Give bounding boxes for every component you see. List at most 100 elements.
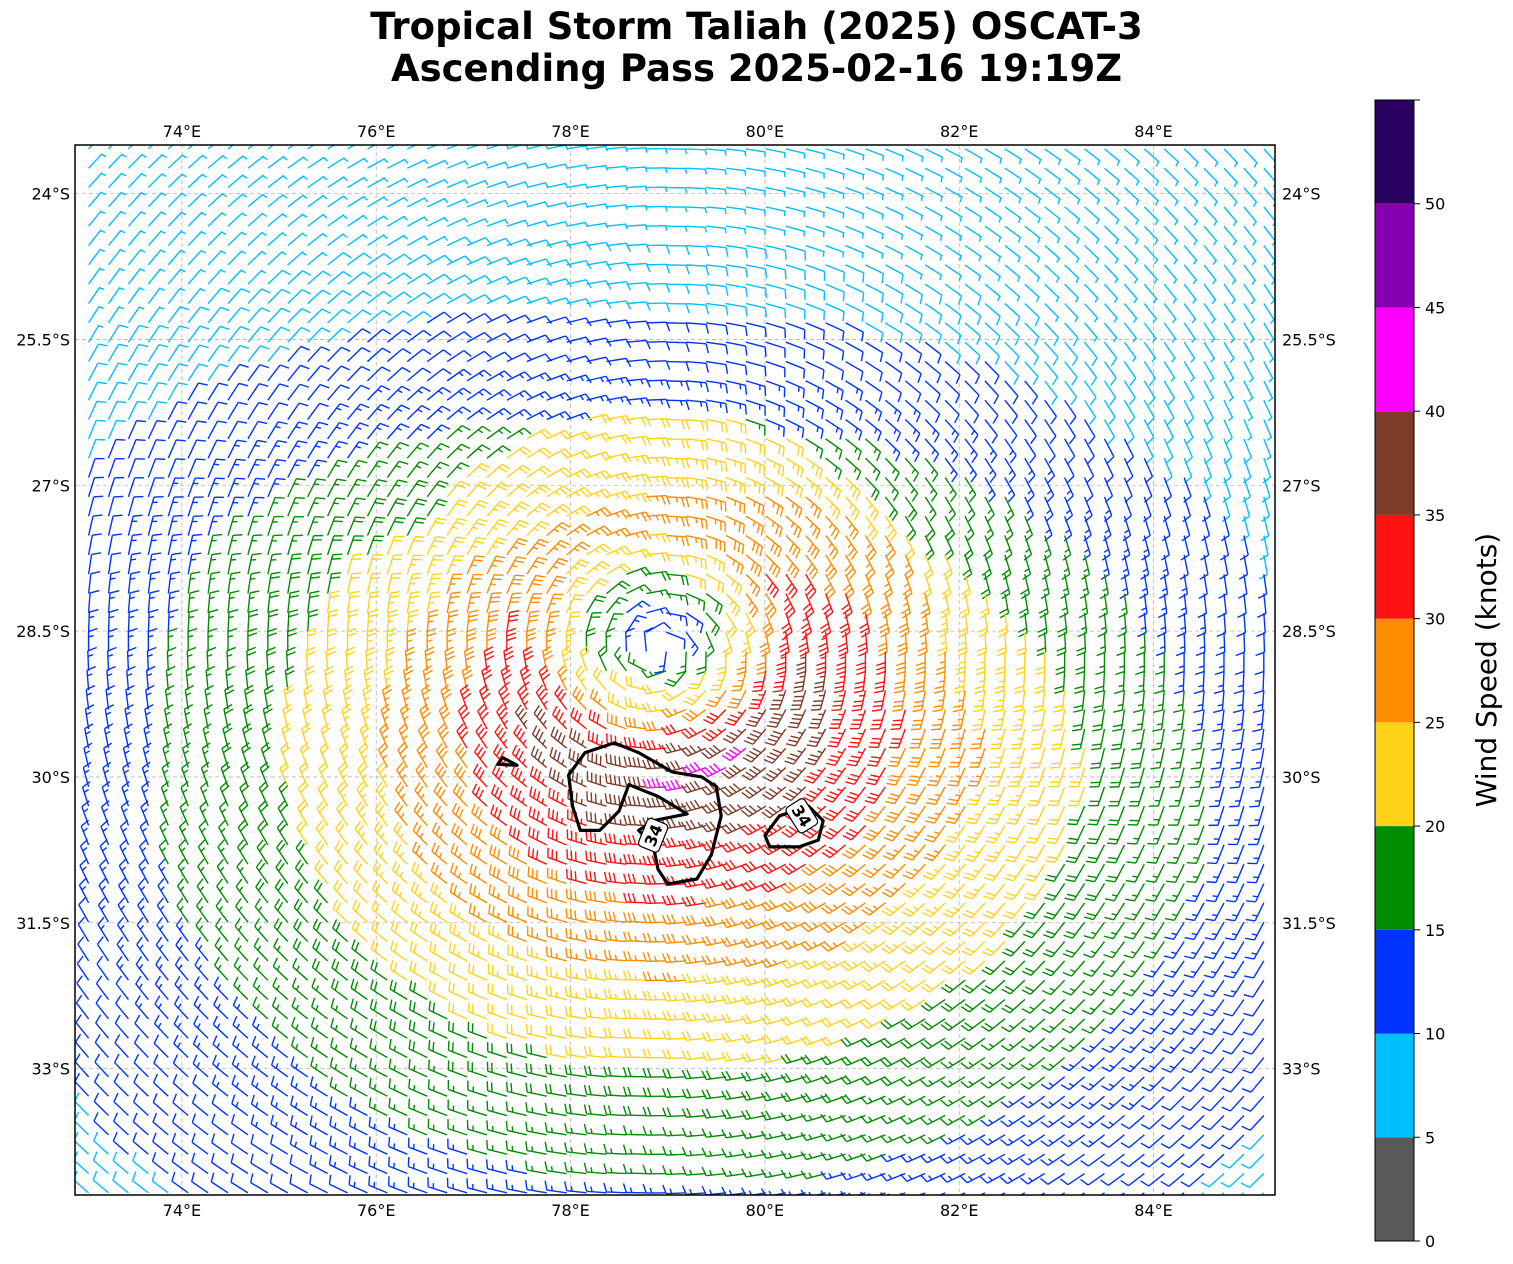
colorbar-label: Wind Speed (knots)	[1470, 533, 1503, 807]
wind-barb	[745, 225, 766, 236]
wind-barb	[984, 148, 1003, 164]
wind-barb	[347, 347, 371, 363]
wind-barb	[506, 162, 529, 169]
wind-barb	[546, 316, 572, 326]
wind-barb	[1024, 341, 1040, 366]
wind-barb	[725, 186, 747, 196]
wind-barb	[1084, 341, 1098, 367]
wind-barb	[107, 305, 125, 324]
wind-barb	[1044, 322, 1060, 347]
wind-barb	[706, 302, 729, 316]
wind-barb	[606, 223, 629, 230]
wind-barb	[845, 225, 865, 239]
wind-barb	[287, 307, 311, 324]
wind-barb	[566, 164, 589, 170]
wind-barb	[845, 283, 865, 303]
wind-barb	[1243, 225, 1257, 246]
wind-barb	[1243, 283, 1256, 305]
wind-barb	[367, 309, 392, 324]
wind-barb	[1044, 206, 1061, 224]
wind-barb	[1004, 303, 1021, 326]
wind-barb	[745, 360, 767, 377]
lon-tick-label-top: 82°E	[940, 122, 978, 141]
wind-barb	[207, 268, 226, 285]
wind-barb	[626, 147, 648, 153]
wind-barb	[367, 290, 392, 305]
wind-barb	[944, 206, 963, 222]
wind-barb	[406, 178, 429, 189]
wind-barb	[904, 244, 924, 261]
wind-barb	[207, 306, 230, 324]
wind-barb	[725, 360, 748, 376]
wind-barb	[686, 206, 708, 214]
wind-barb	[347, 328, 371, 343]
wind-barb	[446, 331, 472, 343]
wind-barb	[865, 302, 884, 323]
lat-tick-label-left: 28.5°S	[16, 622, 70, 641]
wind-barb	[1143, 225, 1159, 245]
wind-barb	[187, 344, 209, 362]
wind-barb	[347, 214, 368, 227]
wind-barb	[666, 148, 688, 155]
wind-barb	[785, 186, 806, 198]
wind-barb	[984, 167, 1003, 184]
wind-barb	[1044, 264, 1060, 283]
wind-barb	[785, 148, 806, 159]
wind-barb	[865, 341, 884, 363]
wind-barb	[1203, 148, 1219, 168]
wind-barb	[1243, 167, 1258, 188]
wind-barb	[247, 145, 255, 150]
wind-barb	[426, 273, 453, 285]
wind-barb	[307, 308, 331, 324]
wind-barb	[207, 230, 227, 247]
wind-barb	[466, 256, 493, 266]
wind-barb	[446, 198, 469, 208]
wind-barb	[1084, 322, 1099, 343]
colorbar-bin	[1375, 929, 1414, 1034]
lat-tick-label-right: 24°S	[1282, 185, 1321, 204]
wind-barb	[606, 319, 632, 329]
wind-barb	[167, 306, 190, 324]
wind-barb	[347, 271, 372, 285]
wind-barb	[526, 181, 549, 189]
wind-barb	[407, 158, 429, 169]
wind-barb	[606, 357, 632, 368]
wind-barb	[825, 360, 845, 381]
wind-barb	[307, 270, 332, 285]
wind-barb	[1143, 283, 1158, 304]
wind-barb	[706, 283, 729, 297]
wind-barb	[1163, 341, 1176, 363]
wind-barb	[426, 311, 452, 324]
wind-barb	[87, 362, 108, 382]
wind-barb	[1183, 283, 1197, 304]
wind-barb	[406, 329, 432, 343]
wind-barb	[964, 322, 981, 345]
wind-barb	[347, 195, 368, 208]
wind-barb	[307, 327, 331, 343]
wind-barb	[347, 252, 372, 266]
wind-barb	[944, 361, 961, 384]
wind-barb	[1243, 148, 1259, 168]
wind-barb	[1243, 264, 1257, 285]
wind-barb	[486, 218, 509, 227]
wind-barb	[526, 296, 553, 306]
wind-barb	[904, 322, 923, 344]
wind-barb	[127, 362, 148, 382]
wind-barb	[446, 312, 473, 324]
wind-barb	[1024, 361, 1039, 386]
wind-barb	[725, 244, 749, 259]
wind-barb	[745, 302, 768, 318]
wind-barb	[327, 252, 352, 266]
wind-barb	[1024, 283, 1041, 303]
wind-barb	[825, 341, 845, 361]
wind-barb	[267, 345, 290, 362]
wind-barb	[1163, 303, 1177, 324]
wind-barb	[1203, 303, 1217, 324]
wind-barb	[187, 249, 206, 266]
wind-barb	[167, 268, 186, 285]
wind-barb	[1044, 283, 1060, 303]
wind-barb	[367, 215, 388, 227]
wind-barb	[287, 251, 307, 266]
wind-barb	[885, 186, 904, 201]
wind-barb	[1163, 361, 1176, 383]
